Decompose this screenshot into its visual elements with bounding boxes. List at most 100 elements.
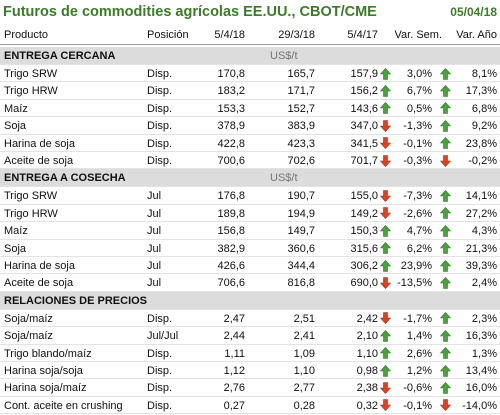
column-header: 5/4/17 bbox=[347, 29, 378, 41]
cell: Trigo blando/maíz bbox=[4, 347, 92, 360]
cell: 382,9 bbox=[217, 242, 245, 255]
arrow-up bbox=[440, 224, 451, 237]
cell: 153,3 bbox=[217, 102, 245, 115]
cell: Disp. bbox=[147, 347, 173, 360]
arrow-up bbox=[440, 207, 451, 220]
cell: Disp. bbox=[147, 68, 173, 80]
cell: Disp. bbox=[147, 399, 173, 412]
cell: 183,2 bbox=[217, 85, 245, 98]
unit: US$/t bbox=[270, 172, 298, 185]
table-row: Cont. aceite en crushing Disp. 0,27 0,28 0,3… bbox=[0, 397, 500, 415]
arrow-shape bbox=[440, 312, 451, 325]
table-row: Harina de soja Jul 426,6 344,4 306,2 23,9% 39,… bbox=[0, 257, 500, 275]
column-header: 29/3/18 bbox=[278, 29, 315, 41]
cell: 306,2 bbox=[350, 260, 378, 272]
cell: 0,27 bbox=[223, 399, 245, 412]
cell: -14,0% bbox=[462, 399, 497, 412]
table-row: Soja/maíz Jul/Jul 2,44 2,41 2,10 1,4% 16,3% bbox=[0, 327, 500, 345]
cell: 2,41 bbox=[293, 330, 315, 343]
arrow-up bbox=[440, 67, 451, 80]
cell: Disp. bbox=[147, 312, 173, 325]
cell: 2,10 bbox=[356, 330, 378, 343]
cell: Jul/Jul bbox=[147, 330, 179, 343]
cell: 171,7 bbox=[287, 85, 315, 98]
cell: 0,28 bbox=[293, 399, 315, 412]
cell: 190,7 bbox=[287, 190, 315, 203]
cell: 1,09 bbox=[293, 347, 315, 360]
cell: 149,2 bbox=[350, 207, 378, 220]
cell: 347,0 bbox=[350, 120, 378, 133]
cell: -0,1% bbox=[403, 399, 432, 412]
table-row: Maíz Jul 156,8 149,7 150,3 4,7% 4,3% bbox=[0, 222, 500, 240]
arrow-shape bbox=[380, 137, 391, 150]
cell: 156,2 bbox=[350, 85, 378, 98]
cell: Disp. bbox=[147, 102, 173, 115]
cell: 315,6 bbox=[350, 242, 378, 255]
arrow-shape bbox=[440, 207, 451, 220]
arrow-down bbox=[380, 312, 391, 325]
arrow-shape bbox=[440, 399, 451, 412]
cell: 1,11 bbox=[224, 347, 245, 360]
cell: 170,8 bbox=[217, 68, 245, 80]
arrow-up bbox=[380, 102, 391, 115]
cell: 422,8 bbox=[217, 137, 245, 150]
arrow-shape bbox=[440, 137, 451, 150]
cell: 690,0 bbox=[350, 277, 378, 290]
cell: 344,4 bbox=[287, 260, 315, 272]
cell: 700,6 bbox=[217, 155, 245, 167]
table-row: Soja Jul 382,9 360,6 315,6 6,2% 21,3% bbox=[0, 240, 500, 257]
cell: 157,9 bbox=[350, 68, 378, 80]
cell: 23,9% bbox=[400, 260, 432, 272]
arrow-shape bbox=[380, 364, 391, 377]
unit: US$/t bbox=[270, 50, 298, 62]
cell: 2,77 bbox=[293, 382, 315, 395]
cell: Harina soja/maíz bbox=[4, 382, 87, 395]
cell: 152,7 bbox=[287, 102, 315, 115]
arrow-shape bbox=[440, 347, 451, 360]
arrow-shape bbox=[380, 224, 391, 237]
cell: Jul bbox=[147, 277, 162, 290]
arrow-shape bbox=[440, 67, 451, 80]
cell: 2,44 bbox=[223, 330, 245, 343]
cell: Soja bbox=[4, 120, 27, 133]
arrow-up bbox=[440, 312, 451, 325]
arrow-up bbox=[440, 102, 451, 115]
cell: Soja/maíz bbox=[4, 330, 53, 343]
section-header: ENTREGA A COSECHA US$/t bbox=[0, 169, 500, 188]
cell: Trigo HRW bbox=[4, 207, 58, 220]
cell: -0,6% bbox=[403, 382, 432, 395]
table-row: Maíz Disp. 153,3 152,7 143,6 0,5% 6,8% bbox=[0, 100, 500, 118]
arrow-shape bbox=[440, 364, 451, 377]
cell: Jul bbox=[147, 190, 162, 203]
title: Futuros de commodities agrícolas EE.UU.,… bbox=[3, 4, 377, 20]
table-row: Trigo SRW Disp. 170,8 165,7 157,9 3,0% 8,1% bbox=[0, 65, 500, 83]
cell: 17,3% bbox=[465, 85, 497, 98]
cell: 1,12 bbox=[223, 365, 245, 377]
arrow-down bbox=[380, 277, 391, 290]
arrow-up bbox=[380, 85, 391, 97]
cell: 143,6 bbox=[350, 102, 378, 115]
cell: 165,7 bbox=[287, 68, 315, 80]
table-row: Harina soja/soja Disp. 1,12 1,10 0,98 1,2% 13,… bbox=[0, 362, 500, 380]
arrow-shape bbox=[380, 120, 391, 132]
cell: 176,8 bbox=[217, 190, 245, 203]
column-header: Var. Año bbox=[456, 29, 497, 41]
cell: 23,8% bbox=[465, 137, 497, 150]
arrow-up bbox=[440, 137, 451, 150]
cell: 341,5 bbox=[350, 137, 378, 150]
cell: 1,2% bbox=[406, 365, 432, 377]
cell: 39,3% bbox=[465, 260, 497, 272]
arrow-up bbox=[380, 364, 391, 377]
cell: 1,3% bbox=[471, 347, 497, 360]
cell: 155,0 bbox=[350, 190, 378, 203]
arrow-down bbox=[380, 137, 391, 150]
arrow-up bbox=[440, 382, 451, 394]
cell: 0,32 bbox=[356, 399, 378, 412]
arrow-up bbox=[380, 224, 391, 237]
cell: 2,4% bbox=[471, 277, 497, 290]
cell: 14,1% bbox=[465, 190, 497, 203]
arrow-up bbox=[440, 364, 451, 377]
cell: Jul bbox=[147, 260, 162, 272]
table-row: Trigo HRW Disp. 183,2 171,7 156,2 6,7% 17,3% bbox=[0, 82, 500, 100]
arrow-up bbox=[440, 242, 451, 255]
